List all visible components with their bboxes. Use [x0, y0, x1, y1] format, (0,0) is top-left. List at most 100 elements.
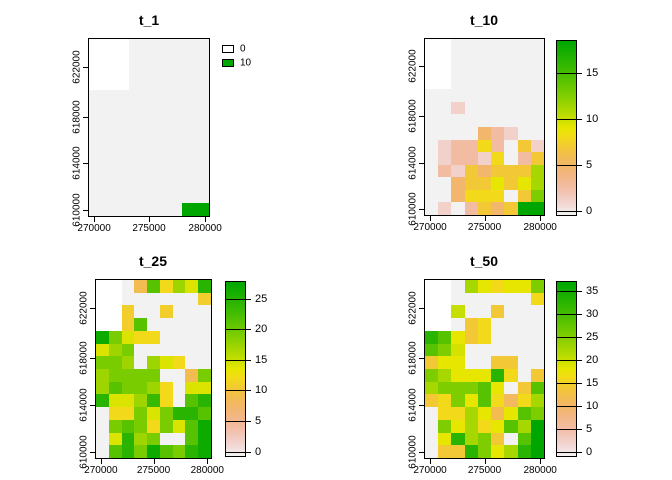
raster-cell: [530, 280, 544, 293]
raster-cell: [451, 305, 465, 319]
raster-cell: [185, 318, 199, 331]
raster-cell: [438, 126, 452, 140]
raster-cell: [168, 102, 183, 115]
y-axis-tick: [419, 66, 424, 68]
raster-cell: [195, 102, 209, 115]
raster-cell: [185, 305, 199, 319]
raster-cell: [438, 318, 452, 331]
raster-cell: [108, 330, 122, 344]
raster-cell: [504, 152, 518, 165]
raster-cell: [451, 318, 465, 331]
raster-cell: [121, 343, 135, 357]
raster-cell: [96, 394, 109, 408]
raster-cell: [195, 190, 209, 204]
raster-cell: [198, 445, 211, 458]
raster-cell: [198, 369, 211, 382]
raster-cell: [102, 51, 116, 65]
x-tick-label: 275000: [136, 465, 171, 476]
y-tick-label: 610000: [407, 435, 419, 469]
raster-cell: [159, 394, 173, 408]
raster-cell: [159, 445, 173, 458]
raster-cell: [438, 39, 452, 52]
raster-cell: [530, 114, 544, 127]
raster-cell: [438, 305, 452, 319]
raster-cell: [464, 369, 478, 382]
raster-cell: [134, 330, 148, 344]
raster-cell: [195, 76, 209, 90]
panel-title-t10: t_10: [469, 12, 499, 28]
raster-cell: [464, 305, 478, 319]
raster-cell: [491, 139, 505, 153]
raster-cell: [504, 356, 518, 369]
raster-cell: [155, 165, 169, 179]
x-axis-tick: [149, 217, 150, 222]
legend-swatch-0: [222, 45, 234, 53]
raster-cell: [491, 164, 505, 178]
raster-cell: [491, 280, 505, 293]
panel-title-t25: t_25: [138, 253, 168, 269]
y-axis-tick: [90, 451, 95, 453]
raster-cell: [195, 165, 209, 179]
x-tick-label: 275000: [467, 222, 502, 233]
raster-cell: [517, 432, 531, 446]
raster-cell: [517, 394, 531, 408]
raster-cell: [128, 165, 143, 179]
raster-cell: [182, 152, 196, 166]
raster-cell: [530, 76, 544, 90]
raster-cell: [504, 76, 518, 90]
raster-cell: [438, 419, 452, 433]
raster-cell: [477, 394, 492, 408]
raster-cell: [438, 114, 452, 127]
raster-cell: [198, 407, 211, 420]
raster-cell: [96, 407, 109, 420]
raster-cell: [530, 292, 544, 306]
raster-cell: [530, 381, 544, 395]
raster-cell: [504, 39, 518, 52]
raster-cell: [142, 203, 156, 216]
colorbar-tick-label: 0: [586, 204, 593, 217]
raster-cell: [172, 445, 186, 458]
raster-cell: [115, 102, 129, 115]
colorbar-tick-label: 10: [586, 112, 599, 125]
raster-cell: [451, 394, 465, 408]
raster-cell: [425, 164, 439, 178]
raster-cell: [128, 203, 143, 216]
raster-cell: [517, 101, 531, 115]
colorbar-tick-label: 5: [586, 422, 593, 435]
raster-cell: [530, 445, 544, 458]
raster-cell: [128, 76, 143, 90]
colorbar-tick: [556, 428, 577, 430]
raster-cell: [464, 292, 478, 306]
raster-cell: [195, 114, 209, 128]
colorbar-tick-stub: [577, 451, 582, 453]
raster-cell: [102, 76, 116, 90]
raster-cell: [121, 330, 135, 344]
raster-cell: [451, 292, 465, 306]
raster-cell: [182, 178, 196, 191]
raster-cell: [451, 101, 465, 115]
raster-cell: [172, 318, 186, 331]
raster-grid-t_25: [96, 280, 211, 458]
raster-cell: [147, 394, 160, 408]
raster-cell: [477, 51, 492, 65]
colorbar-tick-stub: [577, 210, 582, 212]
raster-cell: [142, 152, 156, 166]
raster-cell: [464, 356, 478, 369]
colorbar-tick-stub: [577, 382, 582, 384]
raster-cell: [185, 419, 199, 433]
raster-cell: [182, 51, 196, 65]
raster-cell: [464, 152, 478, 165]
raster-cell: [172, 330, 186, 344]
raster-cell: [530, 39, 544, 52]
raster-cell: [134, 419, 148, 433]
raster-cell: [451, 39, 465, 52]
raster-cell: [108, 394, 122, 408]
raster-cell: [530, 356, 544, 369]
colorbar-tick-stub: [246, 421, 251, 423]
raster-cell: [134, 305, 148, 319]
raster-cell: [185, 381, 199, 395]
raster-cell: [504, 202, 518, 215]
raster-cell: [530, 64, 544, 77]
raster-cell: [134, 343, 148, 357]
raster-cell: [172, 407, 186, 420]
